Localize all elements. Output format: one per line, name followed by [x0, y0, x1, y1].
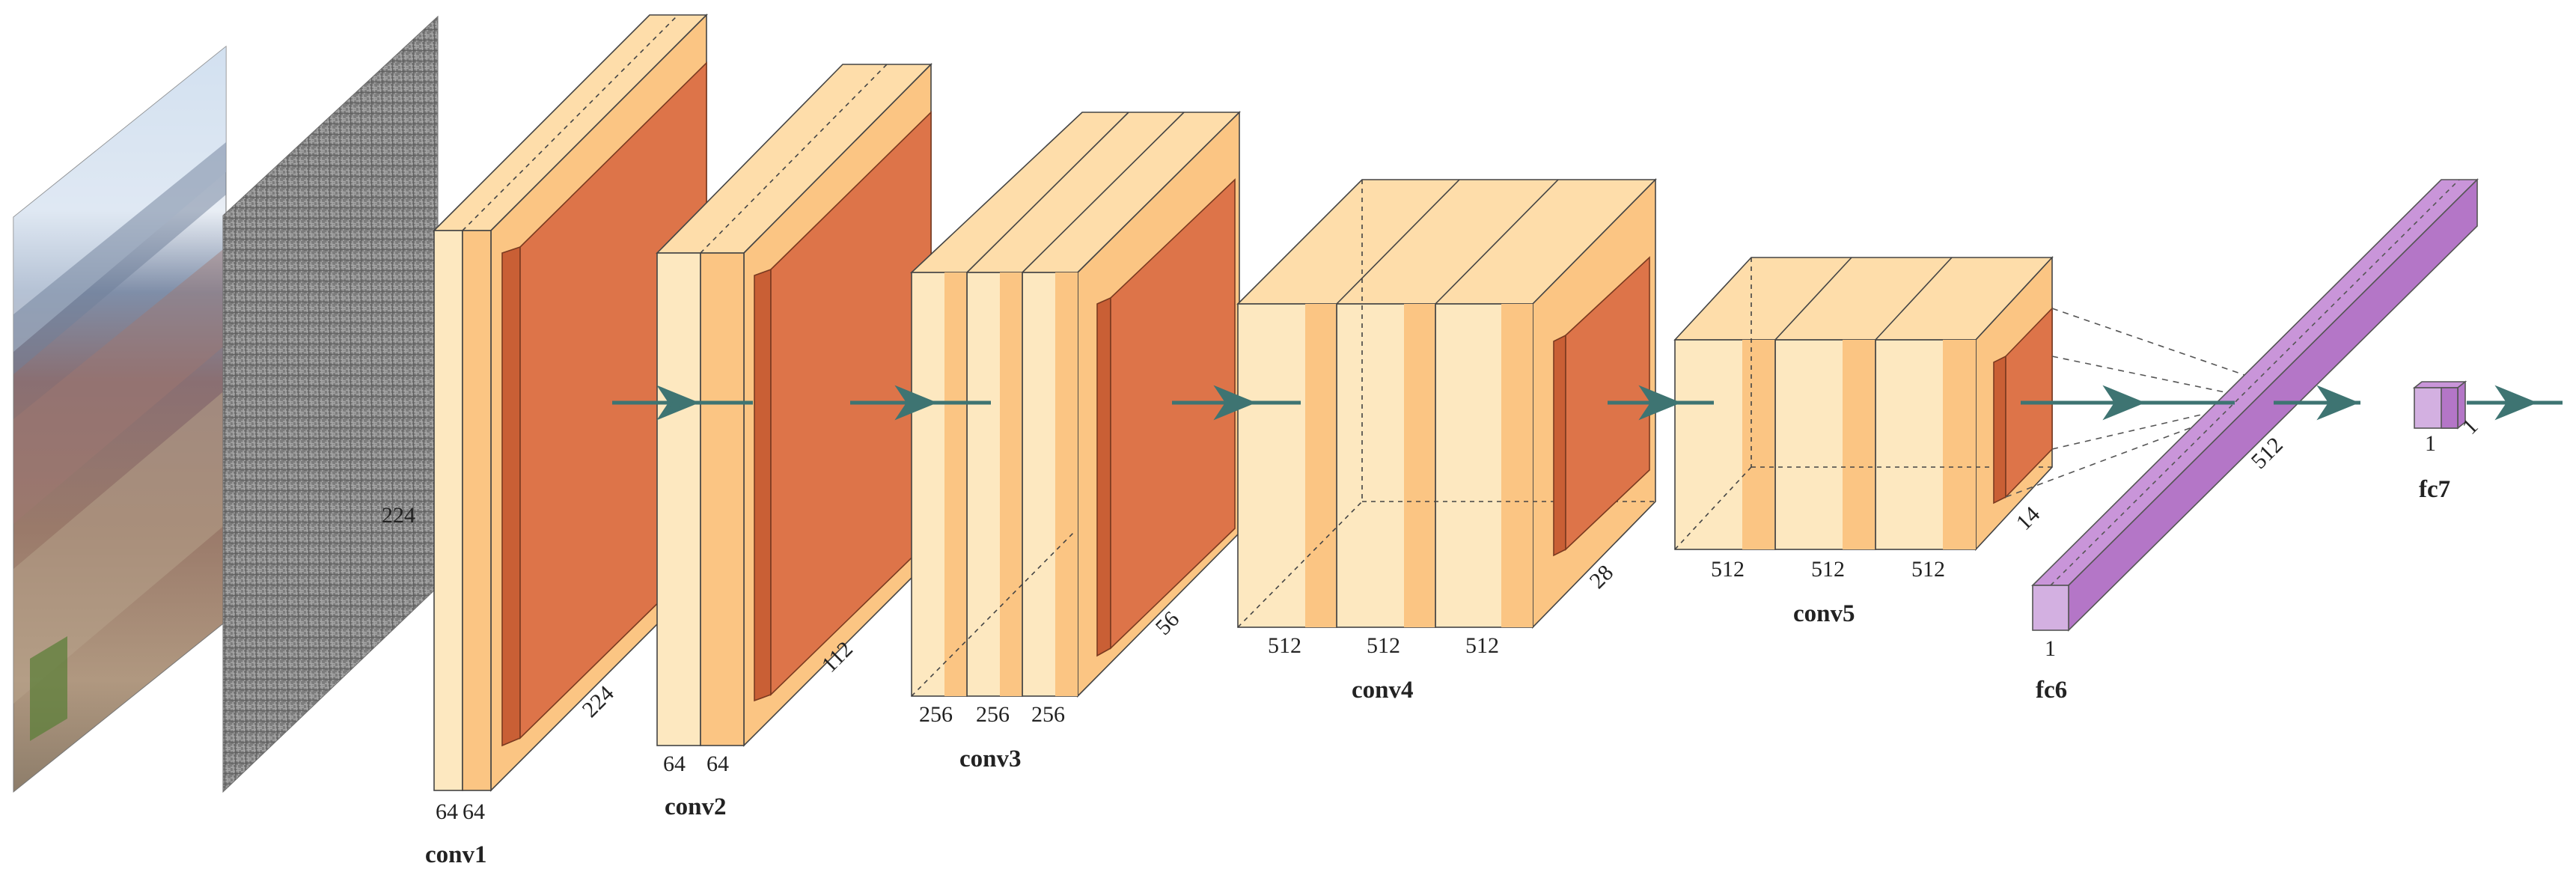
- conv5-channels-label-3: 512: [1911, 557, 1945, 582]
- conv2-channels-label-1: 64: [663, 752, 686, 776]
- conv1-caption: conv1: [425, 841, 487, 868]
- fc6-caption: fc6: [2036, 677, 2067, 704]
- arrow-4: [1608, 385, 1714, 421]
- arrow-3: [1172, 385, 1301, 421]
- conv3-channels-label-3: 256: [1031, 702, 1065, 727]
- conv2-channels-label-2: 64: [706, 752, 729, 776]
- conv5-block: [1673, 255, 2054, 552]
- conv1-channels-label-1: 64: [436, 799, 458, 824]
- arrow-6: [2274, 385, 2360, 421]
- conv3-channels-label-1: 256: [919, 702, 953, 727]
- fc7-width-label: 1: [2425, 431, 2436, 456]
- conv3-block: [909, 111, 1241, 698]
- arrow-5: [2021, 385, 2235, 421]
- conv4-caption: conv4: [1352, 677, 1414, 704]
- arrow-7: [2467, 385, 2563, 421]
- fc7-block: [2412, 380, 2467, 430]
- feature-map-slice: [222, 15, 439, 793]
- arrow-1: [612, 385, 753, 421]
- data-flow-arrows: [612, 385, 2563, 421]
- conv1-channels-label-2: 64: [463, 799, 485, 824]
- input-size-label: 224: [382, 503, 415, 528]
- conv5-size-label: 14: [2012, 502, 2045, 535]
- input-image: [13, 45, 227, 793]
- fc7-depth-label: 1: [2458, 414, 2483, 439]
- arrow-2: [850, 385, 991, 421]
- conv5-caption: conv5: [1793, 600, 1855, 627]
- conv4-block: [1236, 178, 1657, 629]
- conv3-caption: conv3: [959, 746, 1022, 772]
- conv5-channels-label-1: 512: [1711, 557, 1745, 582]
- conv2-caption: conv2: [665, 793, 727, 820]
- conv4-channels-label-1: 512: [1268, 633, 1301, 658]
- conv4-channels-label-3: 512: [1465, 633, 1499, 658]
- fc7-caption: fc7: [2419, 476, 2450, 503]
- conv3-channels-label-2: 256: [976, 702, 1010, 727]
- conv5-channels-label-2: 512: [1811, 557, 1845, 582]
- fc6-block: [2031, 178, 2479, 632]
- conv4-channels-label-2: 512: [1367, 633, 1400, 658]
- fc6-width-label: 1: [2045, 636, 2056, 661]
